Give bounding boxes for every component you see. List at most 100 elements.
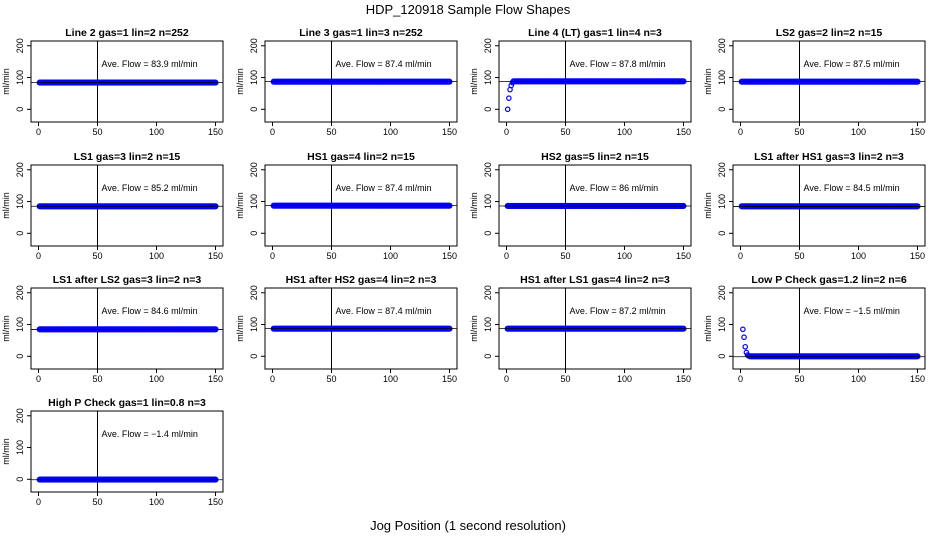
x-tick-label: 150 — [442, 374, 457, 384]
data-point — [506, 95, 512, 101]
x-tick-label: 0 — [738, 127, 743, 137]
x-tick-label: 100 — [149, 251, 164, 261]
x-tick-label: 100 — [383, 251, 398, 261]
panel-frame — [30, 287, 224, 370]
panel-title: LS1 gas=3 lin=2 n=15 — [74, 151, 181, 163]
panel-frame — [30, 164, 224, 247]
x-tick-label: 150 — [676, 251, 691, 261]
panel-frame — [30, 410, 224, 493]
y-tick-label: 0 — [15, 231, 25, 236]
data-point — [504, 106, 511, 113]
y-tick-label: 100 — [15, 317, 25, 332]
y-axis-label: ml/min — [235, 68, 245, 95]
y-tick-label: 200 — [717, 162, 727, 177]
average-flow-annotation: Ave. Flow = 87.8 ml/min — [570, 59, 666, 69]
x-tick-label: 100 — [851, 374, 866, 384]
y-tick-label: 200 — [15, 408, 25, 423]
x-tick-label: 0 — [270, 127, 275, 137]
panel-frame — [498, 164, 692, 247]
x-tick-label: 100 — [149, 497, 164, 507]
y-tick-label: 200 — [249, 38, 259, 53]
y-tick-label: 200 — [249, 162, 259, 177]
x-tick-label: 150 — [676, 127, 691, 137]
x-tick-label: 50 — [326, 251, 336, 261]
y-tick-label: 0 — [717, 231, 727, 236]
x-tick-label: 0 — [504, 127, 509, 137]
x-tick-label: 150 — [208, 251, 223, 261]
y-tick-label: 0 — [717, 107, 727, 112]
y-tick-label: 200 — [717, 285, 727, 300]
panel-title: Low P Check gas=1.2 lin=2 n=6 — [751, 274, 906, 286]
x-tick-label: 0 — [504, 374, 509, 384]
data-point — [914, 353, 921, 360]
x-tick-label: 150 — [442, 127, 457, 137]
x-tick-label: 50 — [92, 374, 102, 384]
average-flow-annotation: Ave. Flow = 87.4 ml/min — [336, 59, 432, 69]
y-tick-label: 100 — [15, 70, 25, 85]
average-flow-annotation: Ave. Flow = −1.5 ml/min — [804, 306, 900, 316]
panel-title: LS2 gas=2 lin=2 n=15 — [776, 27, 883, 39]
y-tick-label: 0 — [717, 354, 727, 359]
figure-title: HDP_120918 Sample Flow Shapes — [365, 2, 571, 17]
average-flow-annotation: Ave. Flow = 84.6 ml/min — [102, 306, 198, 316]
y-tick-label: 0 — [483, 354, 493, 359]
x-tick-label: 150 — [910, 251, 925, 261]
y-tick-label: 100 — [717, 194, 727, 209]
y-tick-label: 0 — [15, 107, 25, 112]
panel-title: Line 2 gas=1 lin=2 n=252 — [65, 27, 189, 39]
panel-title: HS1 after HS2 gas=4 lin=2 n=3 — [286, 274, 437, 286]
panel-title: LS1 after LS2 gas=3 lin=2 n=3 — [53, 274, 202, 286]
average-flow-annotation: Ave. Flow = 84.5 ml/min — [804, 183, 900, 193]
x-tick-label: 100 — [851, 127, 866, 137]
x-tick-label: 150 — [208, 374, 223, 384]
average-flow-annotation: Ave. Flow = −1.4 ml/min — [102, 429, 198, 439]
x-tick-label: 100 — [383, 374, 398, 384]
x-tick-label: 0 — [36, 127, 41, 137]
y-tick-label: 100 — [249, 70, 259, 85]
x-tick-label: 100 — [617, 374, 632, 384]
x-tick-label: 100 — [383, 127, 398, 137]
panel-title: LS1 after HS1 gas=3 lin=2 n=3 — [754, 151, 904, 163]
average-flow-annotation: Ave. Flow = 87.4 ml/min — [336, 183, 432, 193]
x-tick-label: 50 — [92, 497, 102, 507]
y-tick-label: 100 — [15, 440, 25, 455]
data-point — [742, 343, 749, 350]
y-axis-label: ml/min — [703, 68, 713, 95]
y-axis-label: ml/min — [235, 192, 245, 219]
x-tick-label: 100 — [617, 251, 632, 261]
y-tick-label: 200 — [483, 285, 493, 300]
y-tick-label: 200 — [15, 162, 25, 177]
x-tick-label: 0 — [738, 374, 743, 384]
x-tick-label: 0 — [36, 497, 41, 507]
x-tick-label: 50 — [92, 251, 102, 261]
panel-title: Line 4 (LT) gas=1 lin=4 n=3 — [528, 27, 662, 39]
y-tick-label: 0 — [249, 354, 259, 359]
y-tick-label: 100 — [249, 194, 259, 209]
y-axis-label: ml/min — [703, 315, 713, 342]
y-tick-label: 0 — [15, 354, 25, 359]
data-point — [741, 334, 747, 341]
x-tick-label: 0 — [738, 251, 743, 261]
x-tick-label: 0 — [270, 251, 275, 261]
average-flow-annotation: Ave. Flow = 87.4 ml/min — [336, 306, 432, 316]
average-flow-annotation: Ave. Flow = 86 ml/min — [570, 183, 659, 193]
y-tick-label: 0 — [15, 477, 25, 482]
y-axis-label: ml/min — [235, 315, 245, 342]
x-tick-label: 150 — [208, 127, 223, 137]
panel-title: HS1 gas=4 lin=2 n=15 — [307, 151, 415, 163]
average-flow-annotation: Ave. Flow = 85.2 ml/min — [102, 183, 198, 193]
average-flow-annotation: Ave. Flow = 83.9 ml/min — [102, 59, 198, 69]
y-axis-label: ml/min — [1, 192, 11, 219]
panel-frame — [30, 40, 224, 123]
y-tick-label: 100 — [15, 194, 25, 209]
x-tick-label: 50 — [560, 127, 570, 137]
y-axis-label: ml/min — [703, 192, 713, 219]
y-axis-label: ml/min — [1, 438, 11, 465]
y-tick-label: 100 — [717, 70, 727, 85]
x-tick-label: 100 — [617, 127, 632, 137]
x-tick-label: 0 — [504, 251, 509, 261]
y-tick-label: 100 — [483, 317, 493, 332]
average-flow-annotation: Ave. Flow = 87.5 ml/min — [804, 59, 900, 69]
y-tick-label: 200 — [249, 285, 259, 300]
